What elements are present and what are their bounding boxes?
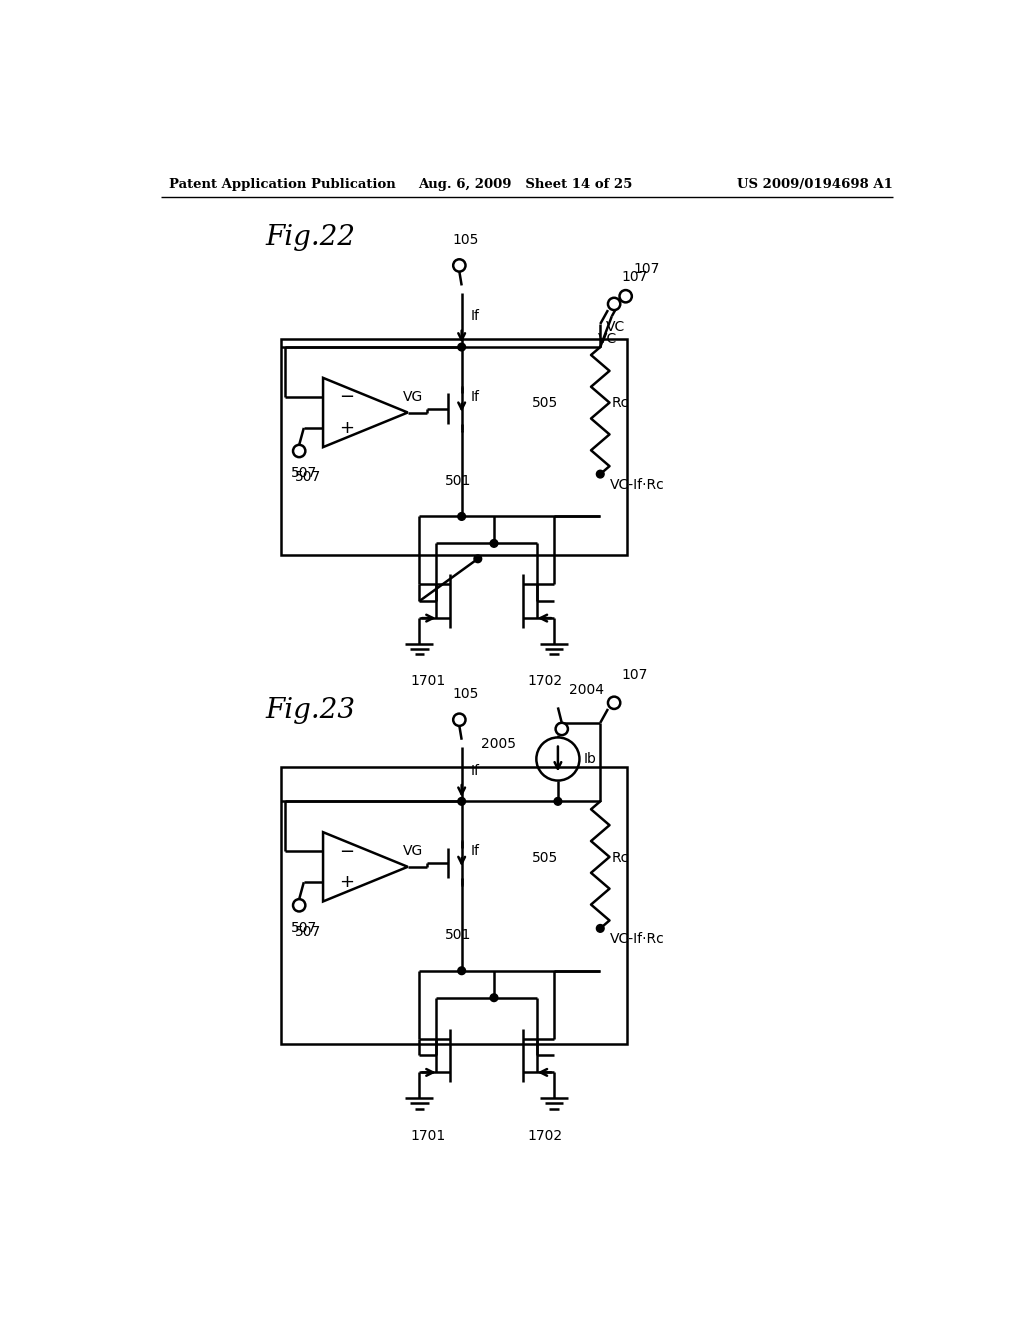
Text: 505: 505 bbox=[531, 850, 558, 865]
Text: +: + bbox=[339, 873, 354, 891]
Text: VC: VC bbox=[598, 331, 617, 346]
Text: 1702: 1702 bbox=[527, 675, 562, 688]
Circle shape bbox=[556, 723, 568, 735]
Circle shape bbox=[490, 540, 498, 548]
Circle shape bbox=[474, 554, 481, 562]
Text: 507: 507 bbox=[295, 470, 321, 484]
Text: If: If bbox=[471, 845, 480, 858]
Text: 505: 505 bbox=[531, 396, 558, 411]
Text: 501: 501 bbox=[444, 474, 471, 488]
Circle shape bbox=[454, 714, 466, 726]
Circle shape bbox=[608, 298, 621, 310]
Text: US 2009/0194698 A1: US 2009/0194698 A1 bbox=[737, 178, 893, 190]
Text: VC: VC bbox=[606, 321, 626, 334]
Circle shape bbox=[608, 697, 621, 709]
Text: Ib: Ib bbox=[584, 752, 596, 766]
Circle shape bbox=[596, 924, 604, 932]
Text: If: If bbox=[471, 309, 480, 323]
Text: Fig.22: Fig.22 bbox=[265, 224, 355, 251]
Circle shape bbox=[458, 343, 466, 351]
Text: Rc: Rc bbox=[611, 850, 629, 865]
Circle shape bbox=[458, 966, 466, 974]
Text: Patent Application Publication: Patent Application Publication bbox=[169, 178, 396, 190]
Text: If: If bbox=[471, 763, 480, 777]
Text: VG: VG bbox=[402, 391, 423, 404]
Text: 2004: 2004 bbox=[569, 684, 604, 697]
Circle shape bbox=[454, 259, 466, 272]
Text: 2005: 2005 bbox=[480, 737, 515, 751]
Bar bbox=[281, 767, 628, 1044]
Text: +: + bbox=[339, 418, 354, 437]
Text: 1701: 1701 bbox=[411, 1129, 446, 1143]
Circle shape bbox=[490, 994, 498, 1002]
Text: 105: 105 bbox=[453, 232, 478, 247]
Text: 107: 107 bbox=[622, 269, 648, 284]
Circle shape bbox=[554, 797, 562, 805]
Text: VG: VG bbox=[402, 845, 423, 858]
Text: 107: 107 bbox=[634, 263, 659, 276]
Text: Aug. 6, 2009   Sheet 14 of 25: Aug. 6, 2009 Sheet 14 of 25 bbox=[418, 178, 632, 190]
Text: 507: 507 bbox=[295, 924, 321, 939]
Circle shape bbox=[620, 290, 632, 302]
Text: 1701: 1701 bbox=[411, 675, 446, 688]
Circle shape bbox=[458, 512, 466, 520]
Text: Fig.23: Fig.23 bbox=[265, 697, 355, 725]
Text: If: If bbox=[471, 391, 480, 404]
Circle shape bbox=[458, 797, 466, 805]
Circle shape bbox=[293, 899, 305, 912]
Text: 107: 107 bbox=[622, 668, 648, 682]
Text: Rc: Rc bbox=[611, 396, 629, 411]
Text: −: − bbox=[339, 388, 354, 407]
Text: 501: 501 bbox=[444, 928, 471, 942]
Text: 1702: 1702 bbox=[527, 1129, 562, 1143]
Text: 507: 507 bbox=[291, 921, 317, 935]
Text: 507: 507 bbox=[291, 466, 317, 480]
Bar bbox=[281, 339, 628, 554]
Text: VC-If·Rc: VC-If·Rc bbox=[609, 932, 665, 946]
Text: 105: 105 bbox=[453, 688, 478, 701]
Circle shape bbox=[596, 470, 604, 478]
Text: VC-If·Rc: VC-If·Rc bbox=[609, 478, 665, 492]
Circle shape bbox=[293, 445, 305, 457]
Text: −: − bbox=[339, 842, 354, 861]
